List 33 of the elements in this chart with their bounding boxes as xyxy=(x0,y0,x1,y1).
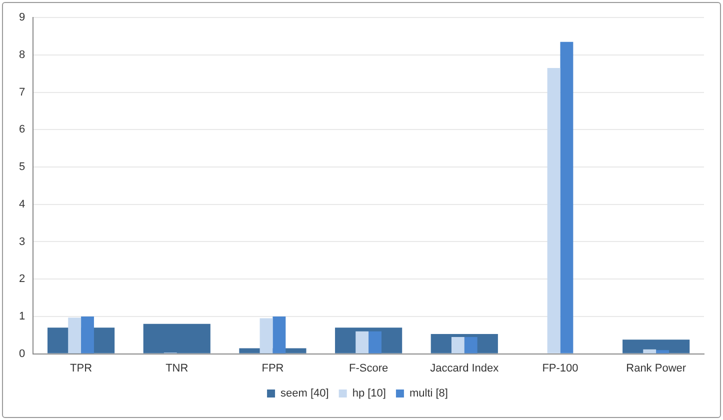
x-tick-label: F-Score xyxy=(348,362,388,374)
x-tick-label: Jaccard Index xyxy=(430,362,500,374)
bar xyxy=(356,331,369,354)
y-tick-label: 8 xyxy=(18,48,26,61)
y-tick-label: 6 xyxy=(18,124,26,136)
legend-label: hp [10] xyxy=(352,388,386,400)
bar xyxy=(643,349,656,354)
bar xyxy=(143,324,210,354)
x-tick-label: FP-100 xyxy=(542,362,578,374)
bar xyxy=(464,336,478,354)
y-tick-label: 7 xyxy=(18,86,26,98)
legend-label: seem [40] xyxy=(280,388,329,400)
bar xyxy=(451,336,464,354)
bar xyxy=(81,316,94,354)
x-tick-label: Rank Power xyxy=(626,362,686,374)
bar xyxy=(68,318,82,354)
y-tick-label: 2 xyxy=(18,273,26,286)
bar xyxy=(260,318,273,354)
y-tick-label: 5 xyxy=(18,161,26,174)
x-tick-label: FPR xyxy=(262,362,284,374)
y-tick-label: 4 xyxy=(18,198,26,210)
bar xyxy=(547,68,560,354)
bar xyxy=(560,42,574,354)
bar xyxy=(272,316,286,354)
y-tick-label: 9 xyxy=(18,12,26,24)
y-tick-label: 0 xyxy=(18,348,26,360)
bar xyxy=(368,331,382,354)
y-tick-label: 3 xyxy=(18,236,26,248)
bar xyxy=(656,350,670,354)
legend-label: multi [8] xyxy=(409,388,448,400)
x-tick-label: TNR xyxy=(166,362,188,374)
x-tick-label: TPR xyxy=(70,362,92,374)
y-tick-label: 1 xyxy=(18,310,26,322)
